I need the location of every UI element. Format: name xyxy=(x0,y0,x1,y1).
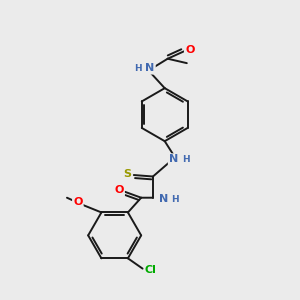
Text: H: H xyxy=(134,64,142,73)
Text: N: N xyxy=(159,194,168,204)
Text: Cl: Cl xyxy=(145,265,157,275)
Text: O: O xyxy=(73,197,83,207)
Text: H: H xyxy=(182,155,190,164)
Text: S: S xyxy=(123,169,131,178)
Text: O: O xyxy=(114,185,124,195)
Text: O: O xyxy=(185,45,194,55)
Text: H: H xyxy=(171,195,178,204)
Text: N: N xyxy=(146,63,154,74)
Text: N: N xyxy=(169,154,178,164)
